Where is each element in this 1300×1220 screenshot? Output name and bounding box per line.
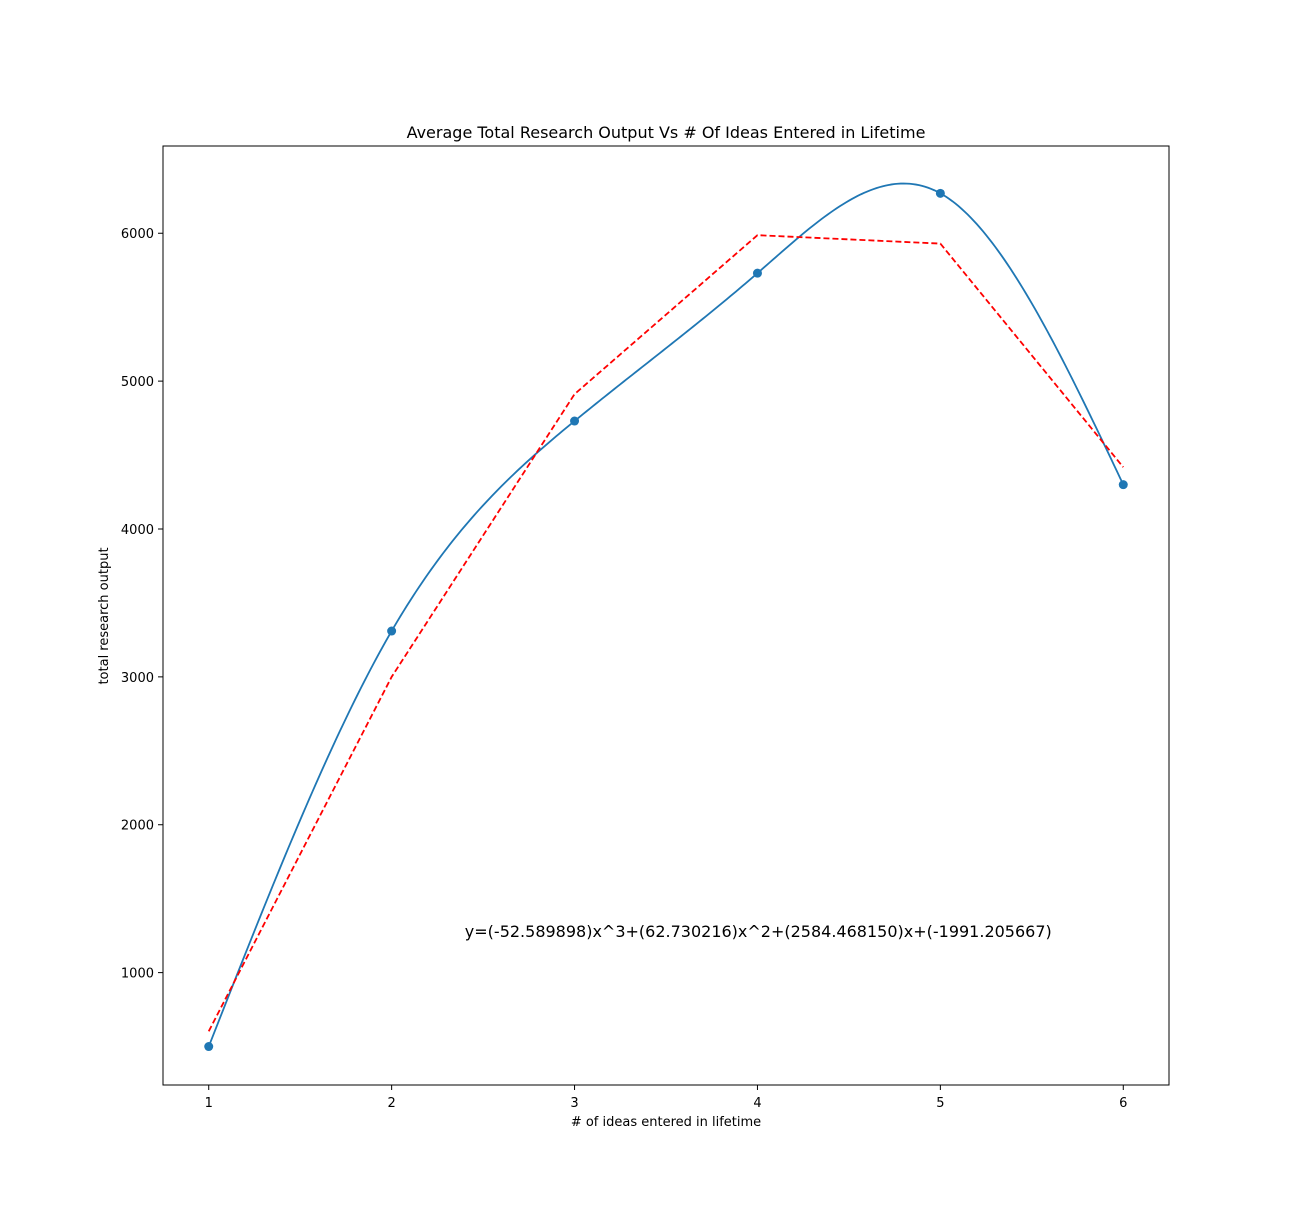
- annotation-layer: y=(-52.589898)x^3+(62.730216)x^2+(2584.4…: [465, 922, 1052, 941]
- x-tick-label: 6: [1119, 1096, 1127, 1111]
- x-tick-label: 5: [936, 1096, 944, 1111]
- y-axis: 1000 2000 3000 4000 5000 6000: [121, 227, 163, 982]
- y-tick-label: 6000: [121, 227, 154, 242]
- fit-equation-annotation: y=(-52.589898)x^3+(62.730216)x^2+(2584.4…: [465, 922, 1052, 941]
- x-tick-label: 1: [205, 1096, 213, 1111]
- smooth-curve-line: [207, 182, 1125, 1047]
- y-tick-label: 3000: [121, 671, 154, 686]
- data-point: [1118, 480, 1128, 490]
- plot-area: 1 2 3 4 5 6 1000 2000 3000 4000 5000 6000 y=(-52.5…: [121, 145, 1170, 1111]
- y-tick-label: 1000: [121, 967, 154, 982]
- fit-dashed-line: [207, 234, 1124, 1032]
- data-point: [570, 416, 580, 426]
- series-layer: [204, 182, 1128, 1052]
- x-tick-label: 2: [387, 1096, 395, 1111]
- data-point: [204, 1042, 214, 1052]
- y-axis-label: total research output: [97, 547, 112, 684]
- chart-title: Average Total Research Output Vs # Of Id…: [407, 123, 926, 142]
- data-point: [387, 626, 397, 636]
- x-axis-label: # of ideas entered in lifetime: [571, 1115, 761, 1130]
- x-tick-label: 3: [570, 1096, 578, 1111]
- data-point: [935, 188, 945, 198]
- y-tick-label: 5000: [121, 375, 154, 390]
- x-tick-label: 4: [753, 1096, 761, 1111]
- plot-frame: [162, 145, 1170, 1086]
- data-point: [752, 268, 762, 278]
- y-tick-label: 4000: [121, 523, 154, 538]
- y-tick-label: 2000: [121, 819, 154, 834]
- x-axis: 1 2 3 4 5 6: [205, 1085, 1127, 1111]
